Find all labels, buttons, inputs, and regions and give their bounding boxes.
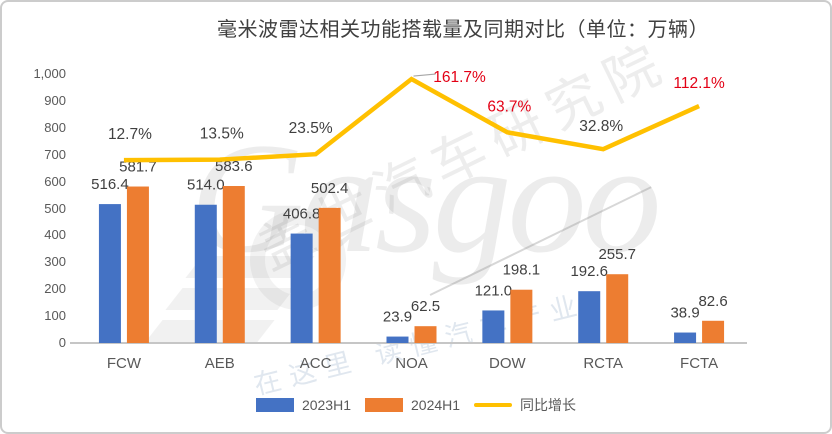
chart-title: 毫米波雷达相关功能搭载量及同期对比（单位：万辆） xyxy=(217,19,709,41)
pct-label-NOA: 161.7% xyxy=(433,69,486,86)
pct-label-RCTA: 32.8% xyxy=(579,118,623,135)
bar-2023H1-AEB xyxy=(194,204,217,343)
bar-value-label-2023H1-DOW: 121.0 xyxy=(475,282,513,299)
x-category-label-RCTA: RCTA xyxy=(583,355,624,372)
bar-2023H1-ACC xyxy=(290,233,313,343)
legend-label-2023h1: 2023H1 xyxy=(301,397,351,413)
y-tick-label-300: 300 xyxy=(44,254,66,270)
legend-line-swatch-growth xyxy=(474,403,513,407)
bar-2023H1-DOW xyxy=(482,310,505,343)
bar-2024H1-RCTA xyxy=(606,274,629,343)
bar-2024H1-ACC xyxy=(318,207,341,343)
bar-value-label-2023H1-AEB: 514.0 xyxy=(187,177,225,194)
bar-2024H1-DOW xyxy=(510,289,533,343)
pct-label-AEB: 13.5% xyxy=(200,126,244,143)
bar-2024H1-FCTA xyxy=(702,320,725,343)
bar-value-label-2023H1-ACC: 406.8 xyxy=(283,206,321,223)
y-tick-label-100: 100 xyxy=(44,308,66,324)
x-category-label-FCW: FCW xyxy=(106,355,141,372)
x-category-label-ACC: ACC xyxy=(299,355,332,372)
pct-label-FCTA: 112.1% xyxy=(673,75,725,92)
legend-label-growth: 同比增长 xyxy=(520,397,577,413)
pct-label-ACC: 23.5% xyxy=(289,120,333,137)
y-tick-label-700: 700 xyxy=(44,146,66,162)
y-tick-label-800: 800 xyxy=(44,119,66,135)
x-category-label-AEB: AEB xyxy=(204,355,235,372)
bar-2024H1-NOA xyxy=(414,326,437,343)
y-tick-label-900: 900 xyxy=(44,92,66,108)
bar-value-label-2024H1-NOA: 62.5 xyxy=(411,298,440,315)
bar-2023H1-NOA xyxy=(386,336,409,343)
bar-2024H1-AEB xyxy=(222,186,245,343)
x-category-label-NOA: NOA xyxy=(395,355,428,372)
legend-swatch-2023h1 xyxy=(255,398,294,412)
bar-value-label-2024H1-FCW: 581.7 xyxy=(119,159,157,176)
bar-2023H1-FCTA xyxy=(674,332,697,343)
bar-value-label-2024H1-AEB: 583.6 xyxy=(215,158,253,175)
legend-item-growth: 同比增长 xyxy=(474,395,576,415)
bar-2024H1-FCW xyxy=(126,186,149,343)
bar-value-label-2023H1-FCTA: 38.9 xyxy=(670,305,699,322)
yoy-growth-line xyxy=(123,76,700,163)
legend-swatch-2024h1 xyxy=(365,398,403,412)
x-category-label-DOW: DOW xyxy=(489,355,526,372)
y-tick-label-600: 600 xyxy=(44,173,66,189)
bar-value-label-2024H1-RCTA: 255.7 xyxy=(598,246,636,263)
bar-value-label-2023H1-RCTA: 192.6 xyxy=(570,263,608,280)
pct-label-DOW: 63.7% xyxy=(487,98,531,115)
bar-2023H1-FCW xyxy=(98,204,121,343)
pct-label-FCW: 12.7% xyxy=(108,126,152,143)
x-category-label-FCTA: FCTA xyxy=(680,355,719,372)
legend-item-2023h1: 2023H1 xyxy=(255,397,351,413)
bar-value-label-2024H1-FCTA: 82.6 xyxy=(698,293,727,310)
bar-value-label-2024H1-DOW: 198.1 xyxy=(503,262,541,279)
y-tick-label-500: 500 xyxy=(44,200,66,216)
y-tick-label-0: 0 xyxy=(58,335,66,350)
legend-label-2024h1: 2024H1 xyxy=(411,397,461,413)
legend-item-2024h1: 2024H1 xyxy=(365,397,460,413)
bar-value-label-2023H1-NOA: 23.9 xyxy=(383,309,412,326)
y-tick-label-1,000: 1,000 xyxy=(33,66,66,81)
bar-2023H1-RCTA xyxy=(578,291,601,343)
y-tick-label-400: 400 xyxy=(44,227,66,243)
legend: 2023H1 2024H1 同比增长 xyxy=(2,395,830,415)
bar-value-label-2024H1-ACC: 502.4 xyxy=(311,180,349,197)
pct-label-leader-line xyxy=(413,73,436,77)
y-tick-label-200: 200 xyxy=(44,281,66,297)
bar-value-label-2023H1-FCW: 516.4 xyxy=(91,176,129,193)
